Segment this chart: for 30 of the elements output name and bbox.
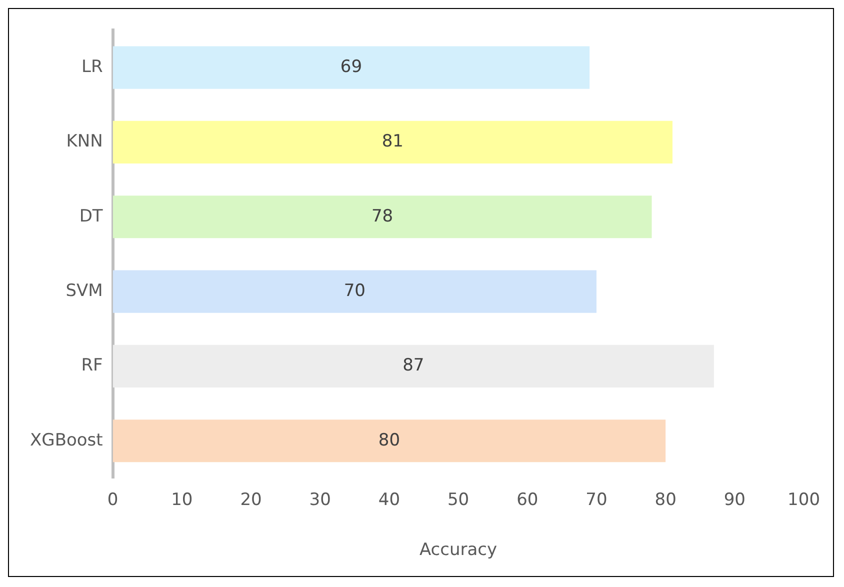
data-label: 81 xyxy=(382,132,404,152)
x-tick-label: 100 xyxy=(788,490,820,510)
x-tick-label: 70 xyxy=(586,490,608,510)
bar xyxy=(112,196,652,238)
data-label: 80 xyxy=(378,430,400,450)
x-tick-label: 50 xyxy=(447,490,470,510)
bar xyxy=(112,420,666,462)
data-label: 70 xyxy=(344,280,366,301)
y-tick-label: SVM xyxy=(66,280,103,301)
data-label: 78 xyxy=(371,206,394,226)
data-label: 87 xyxy=(402,356,424,376)
bar xyxy=(112,344,714,388)
x-tick-label: 10 xyxy=(171,490,193,510)
x-axis-title: Accuracy xyxy=(419,540,498,560)
y-tick-label: XGBoost xyxy=(30,430,104,450)
bar xyxy=(112,270,596,313)
x-tick-label: 30 xyxy=(309,490,331,510)
x-tick-label: 60 xyxy=(516,490,538,510)
data-label: 69 xyxy=(340,56,362,77)
bar xyxy=(112,46,590,89)
y-tick-label: RF xyxy=(81,356,103,376)
x-tick-label: 20 xyxy=(240,490,262,510)
x-tick-label: 40 xyxy=(378,490,400,510)
x-tick-label: 0 xyxy=(107,490,118,510)
x-tick-label: 80 xyxy=(654,490,676,510)
x-tick-label: 90 xyxy=(724,490,746,510)
y-tick-label: LR xyxy=(82,56,103,77)
y-tick-label: KNN xyxy=(66,132,103,152)
y-tick-label: DT xyxy=(79,206,104,226)
bar xyxy=(112,120,672,164)
